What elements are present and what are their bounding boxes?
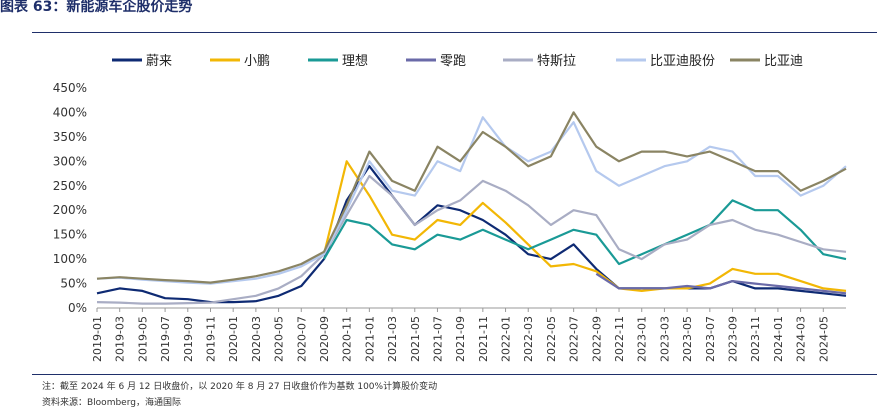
x-tick-label: 2019-05 bbox=[136, 316, 149, 362]
x-tick-label: 2023-05 bbox=[681, 316, 694, 362]
series-line-理想 bbox=[323, 199, 847, 266]
x-tick-label: 2021-11 bbox=[477, 316, 490, 362]
y-tick-label: 100% bbox=[53, 252, 87, 266]
x-tick-label: 2024-03 bbox=[795, 316, 808, 362]
x-tick-label: 2023-03 bbox=[658, 316, 671, 362]
series-line-零跑 bbox=[595, 272, 847, 295]
footnote: 注：截至 2024 年 6 月 12 日收盘价，以 2020 年 8 月 27 … bbox=[42, 382, 438, 392]
x-tick-label: 2020-03 bbox=[250, 316, 263, 362]
legend-label: 比亚迪 bbox=[764, 54, 803, 69]
x-tick-label: 2023-11 bbox=[749, 316, 762, 362]
y-tick-label: 50% bbox=[60, 277, 87, 291]
y-tick-label: 350% bbox=[53, 130, 87, 144]
y-tick-label: 150% bbox=[53, 228, 87, 242]
x-tick-label: 2019-01 bbox=[91, 316, 104, 362]
x-tick-label: 2019-09 bbox=[182, 316, 195, 362]
plot-area bbox=[96, 111, 847, 305]
x-tick-label: 2022-05 bbox=[545, 316, 558, 362]
y-tick-label: 450% bbox=[53, 81, 87, 95]
y-axis: 0% 50% 100% 150% 200% 250% 300% 350% 400% 450% bbox=[53, 81, 846, 315]
legend-label: 特斯拉 bbox=[537, 54, 576, 69]
series-line-小鹏 bbox=[322, 160, 847, 292]
legend-label: 比亚迪股份 bbox=[650, 54, 715, 69]
figure-title: 图表 63：新能源车企股价走势 bbox=[0, 0, 193, 15]
x-tick-label: 2020-05 bbox=[273, 316, 286, 362]
x-tick-label: 2022-11 bbox=[613, 316, 626, 362]
title-divider bbox=[32, 32, 877, 33]
x-tick-label: 2021-05 bbox=[409, 316, 422, 362]
series-line-比亚迪股份 bbox=[96, 116, 847, 285]
x-tick-label: 2019-11 bbox=[204, 316, 217, 362]
x-tick-label: 2020-07 bbox=[295, 316, 308, 362]
footer-divider bbox=[32, 374, 877, 375]
x-tick-label: 2020-01 bbox=[227, 316, 240, 362]
y-tick-label: 300% bbox=[53, 154, 87, 168]
x-tick-label: 2023-09 bbox=[727, 316, 740, 362]
y-tick-label: 0% bbox=[68, 301, 87, 315]
x-tick-label: 2022-09 bbox=[590, 316, 603, 362]
x-tick-label: 2021-09 bbox=[454, 316, 467, 362]
series-line-特斯拉 bbox=[96, 174, 847, 305]
y-tick-label: 200% bbox=[53, 203, 87, 217]
series-line-比亚迪 bbox=[96, 111, 847, 284]
x-tick-label: 2022-03 bbox=[522, 316, 535, 362]
x-tick-label: 2019-03 bbox=[114, 316, 127, 362]
x-tick-label: 2021-07 bbox=[431, 316, 444, 362]
legend-label: 零跑 bbox=[440, 54, 466, 69]
x-tick-label: 2024-05 bbox=[817, 316, 830, 362]
x-tick-label: 2019-07 bbox=[159, 316, 172, 362]
legend-label: 小鹏 bbox=[244, 54, 270, 69]
x-tick-label: 2021-03 bbox=[386, 316, 399, 362]
legend-label: 蔚来 bbox=[146, 54, 172, 69]
x-tick-label: 2022-07 bbox=[568, 316, 581, 362]
x-tick-label: 2023-07 bbox=[704, 316, 717, 362]
x-tick-label: 2023-01 bbox=[636, 316, 649, 362]
x-axis: 2019-01 2019-03 2019-05 2019-07 2019-09 2019-… bbox=[91, 308, 830, 362]
y-tick-label: 250% bbox=[53, 179, 87, 193]
chart-legend: 蔚来 小鹏 理想 零跑 特斯拉 比亚迪股份 比亚迪 bbox=[112, 53, 803, 69]
x-tick-label: 2022-01 bbox=[500, 316, 513, 362]
x-tick-label: 2024-01 bbox=[772, 316, 785, 362]
source-note: 资料来源：Bloomberg，海通国际 bbox=[42, 398, 181, 408]
line-chart: 蔚来 小鹏 理想 零跑 特斯拉 比亚迪股份 比亚迪 0% 50% 100% 150% 200% 250… bbox=[53, 53, 847, 362]
y-tick-label: 400% bbox=[53, 105, 87, 119]
x-tick-label: 2020-11 bbox=[341, 316, 354, 362]
x-tick-label: 2021-01 bbox=[363, 316, 376, 362]
legend-label: 理想 bbox=[342, 53, 368, 69]
x-tick-label: 2020-09 bbox=[318, 316, 331, 362]
